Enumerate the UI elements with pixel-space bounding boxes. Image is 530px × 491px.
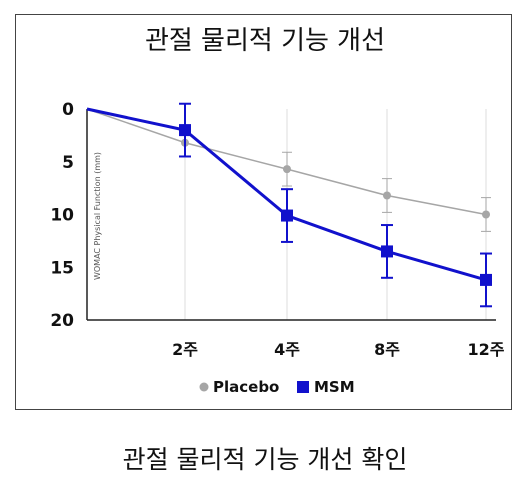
axes — [86, 109, 496, 321]
y-tick-5: 5 — [62, 153, 74, 173]
legend-msm-marker — [297, 381, 309, 393]
point-msm-1 — [179, 124, 191, 137]
y-tick-0: 0 — [62, 100, 74, 120]
y-axis-label: WOMAC Physical Function (mm) — [93, 152, 102, 280]
y-tick-10: 10 — [50, 206, 74, 226]
legend: Placebo MSM — [199, 378, 355, 396]
point-msm-3 — [381, 245, 393, 258]
x-tick-2: 4주 — [274, 340, 300, 359]
y-tick-labels: 0 5 10 15 20 — [50, 100, 74, 331]
grid-lines — [184, 109, 487, 320]
x-tick-3: 8주 — [374, 340, 400, 359]
series-msm — [86, 102, 492, 308]
point-placebo-4 — [482, 210, 490, 219]
chart-title: 관절 물리적 기능 개선 — [144, 26, 386, 56]
chart-frame — [15, 14, 512, 410]
point-placebo-2 — [283, 165, 291, 174]
point-msm-2 — [281, 209, 293, 222]
caption: 관절 물리적 기능 개선 확인 — [122, 445, 408, 474]
y-tick-15: 15 — [50, 258, 74, 278]
y-tick-20: 20 — [50, 311, 74, 331]
point-msm-4 — [480, 273, 492, 286]
x-tick-1: 2주 — [172, 340, 198, 359]
legend-placebo-label: Placebo — [213, 378, 279, 396]
series-group — [86, 102, 492, 308]
legend-placebo-marker — [199, 382, 209, 392]
legend-msm-label: MSM — [314, 378, 355, 396]
point-placebo-3 — [383, 191, 391, 200]
x-tick-4: 12주 — [468, 340, 505, 359]
x-tick-labels: 2주 4주 8주 12주 — [172, 340, 505, 359]
